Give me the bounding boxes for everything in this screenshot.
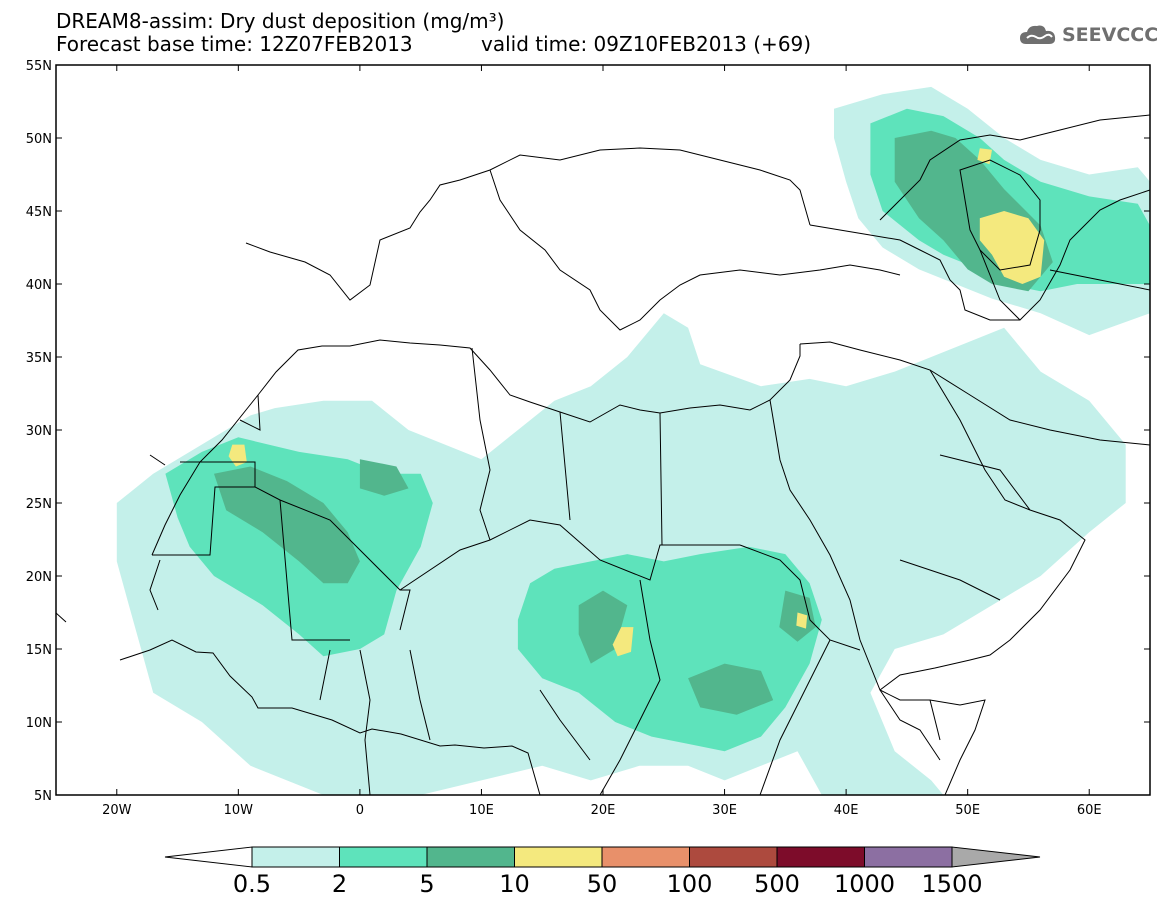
lon-tick-label: 60E bbox=[1077, 803, 1102, 818]
deposition-region-6 bbox=[359, 459, 409, 496]
deposition-region-8 bbox=[688, 663, 774, 715]
lat-tick-label: 5N bbox=[34, 789, 52, 804]
lat-tick-label: 50N bbox=[26, 132, 52, 147]
lon-tick-label: 50E bbox=[955, 803, 980, 818]
colorbar: 0.5 2 5 10 50 100 500 1000 1500 bbox=[164, 846, 1041, 898]
lat-tick-label: 55N bbox=[26, 59, 52, 74]
logo-text: SEEVCCC bbox=[1062, 24, 1159, 46]
colorbar-label: 10 bbox=[499, 870, 530, 898]
lon-tick-label: 10W bbox=[224, 803, 254, 818]
lon-tick-label: 30E bbox=[712, 803, 737, 818]
deposition-region-12 bbox=[612, 627, 634, 657]
colorbar-swatch bbox=[776, 846, 865, 868]
colorbar-label: 1000 bbox=[834, 870, 895, 898]
colorbar-label: 0.5 bbox=[233, 870, 271, 898]
lat-tick-label: 45N bbox=[26, 205, 52, 220]
colorbar-swatch bbox=[601, 846, 690, 868]
colorbar-under-arrow bbox=[164, 846, 253, 868]
map-title: DREAM8-assim: Dry dust deposition (mg/m³… bbox=[56, 9, 505, 33]
lon-tick-label: 20W bbox=[102, 803, 132, 818]
latitude-axis: 55N 50N 45N 40N 35N 30N 25N 20N 15N 10N 5N bbox=[26, 59, 1150, 804]
colorbar-swatch bbox=[864, 846, 953, 868]
colorbar-over-arrow bbox=[951, 846, 1041, 868]
colorbar-label: 500 bbox=[754, 870, 800, 898]
colorbar-swatch bbox=[689, 846, 778, 868]
colorbar-swatch bbox=[251, 846, 340, 868]
colorbar-swatch bbox=[339, 846, 428, 868]
colorbar-swatch bbox=[426, 846, 515, 868]
lat-tick-label: 40N bbox=[26, 278, 52, 293]
colorbar-label: 1500 bbox=[921, 870, 982, 898]
lat-tick-label: 25N bbox=[26, 497, 52, 512]
lat-tick-label: 30N bbox=[26, 424, 52, 439]
lon-tick-label: 20E bbox=[591, 803, 616, 818]
lon-tick-label: 10E bbox=[469, 803, 494, 818]
colorbar-label: 50 bbox=[587, 870, 618, 898]
colorbar-label: 100 bbox=[667, 870, 713, 898]
lat-tick-label: 20N bbox=[26, 570, 52, 585]
lat-tick-label: 10N bbox=[26, 716, 52, 731]
colorbar-label: 2 bbox=[332, 870, 347, 898]
lon-tick-label: 40E bbox=[834, 803, 859, 818]
colorbar-swatch bbox=[514, 846, 603, 868]
colorbar-label: 5 bbox=[419, 870, 434, 898]
deposition-region-5 bbox=[214, 466, 360, 584]
deposition-region-13 bbox=[796, 612, 808, 629]
forecast-base-time: Forecast base time: 12Z07FEB2013 bbox=[56, 32, 413, 56]
valid-time: valid time: 09Z10FEB2013 (+69) bbox=[481, 32, 812, 56]
cloud-icon bbox=[1020, 25, 1056, 44]
lat-tick-label: 35N bbox=[26, 351, 52, 366]
coastlines-and-borders bbox=[56, 114, 1150, 795]
lon-tick-label: 0 bbox=[356, 803, 364, 818]
longitude-axis: 20W 10W 0 10E 20E 30E 40E 50E 60E bbox=[102, 65, 1102, 818]
lat-tick-label: 15N bbox=[26, 643, 52, 658]
seevccc-logo: SEEVCCC bbox=[1018, 22, 1158, 48]
deposition-region-11 bbox=[228, 444, 247, 467]
